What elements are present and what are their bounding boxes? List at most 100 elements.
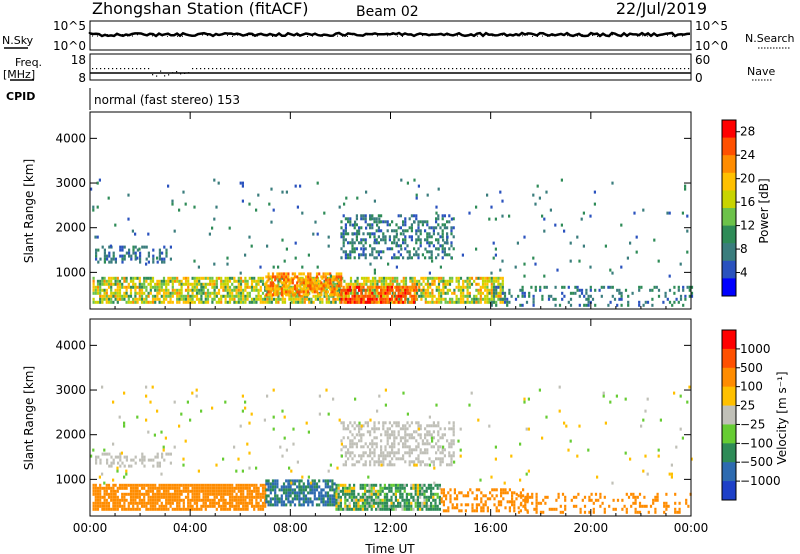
data-cell bbox=[239, 424, 242, 428]
data-cell bbox=[408, 300, 411, 304]
data-cell bbox=[394, 489, 397, 493]
data-cell bbox=[162, 483, 166, 487]
data-cell bbox=[276, 500, 279, 504]
data-cell bbox=[481, 297, 485, 301]
data-cell bbox=[523, 400, 526, 404]
data-cell bbox=[451, 506, 454, 510]
data-cell bbox=[301, 265, 304, 269]
data-cell bbox=[319, 291, 322, 295]
colorbar-segment bbox=[722, 330, 736, 350]
data-cell bbox=[325, 297, 328, 301]
data-cell bbox=[204, 276, 207, 280]
noise-search-dot bbox=[247, 35, 248, 37]
data-cell bbox=[486, 285, 489, 289]
data-cell bbox=[380, 276, 383, 280]
data-cell bbox=[193, 483, 196, 487]
data-cell bbox=[312, 276, 315, 280]
data-cell bbox=[163, 245, 166, 249]
data-cell bbox=[486, 291, 489, 295]
data-cell bbox=[128, 251, 131, 255]
data-cell bbox=[134, 461, 137, 465]
data-cell bbox=[353, 442, 356, 446]
data-cell bbox=[291, 479, 294, 483]
data-cell bbox=[269, 488, 272, 492]
data-cell bbox=[364, 294, 367, 298]
data-cell bbox=[290, 294, 293, 298]
data-cell bbox=[138, 501, 141, 505]
colorbar-tick-label: −25 bbox=[740, 417, 765, 431]
data-cell bbox=[95, 251, 98, 255]
data-cell bbox=[492, 285, 496, 289]
data-cell bbox=[315, 272, 319, 276]
data-cell bbox=[226, 276, 229, 280]
data-cell bbox=[387, 282, 390, 286]
data-cell bbox=[325, 388, 328, 392]
data-cell bbox=[360, 247, 363, 251]
data-cell bbox=[366, 430, 369, 434]
data-cell bbox=[455, 294, 458, 298]
data-cell bbox=[119, 254, 122, 258]
data-cell bbox=[154, 504, 157, 508]
data-cell bbox=[114, 507, 117, 511]
data-cell bbox=[443, 223, 446, 227]
data-cell bbox=[353, 297, 356, 301]
data-cell bbox=[224, 483, 227, 487]
data-cell bbox=[362, 433, 365, 437]
data-cell bbox=[488, 291, 491, 295]
data-cell bbox=[145, 288, 148, 292]
data-cell bbox=[609, 285, 612, 289]
data-cell bbox=[307, 253, 310, 257]
data-cell bbox=[541, 294, 544, 298]
data-cell bbox=[337, 284, 341, 288]
data-cell bbox=[156, 492, 159, 496]
data-cell bbox=[376, 291, 379, 295]
data-cell bbox=[381, 498, 384, 502]
data-cell bbox=[156, 498, 159, 502]
data-cell bbox=[452, 451, 455, 455]
data-cell bbox=[151, 507, 155, 511]
data-cell bbox=[439, 436, 442, 440]
data-cell bbox=[257, 193, 260, 197]
data-cell bbox=[322, 272, 325, 276]
data-cell bbox=[255, 466, 258, 470]
data-cell bbox=[364, 220, 367, 224]
noise-search-dot bbox=[152, 35, 153, 37]
data-cell bbox=[563, 421, 566, 425]
data-cell bbox=[422, 279, 425, 283]
data-cell bbox=[120, 451, 123, 455]
data-cell bbox=[358, 427, 361, 431]
data-cell bbox=[564, 495, 567, 499]
data-cell bbox=[105, 489, 108, 493]
data-cell bbox=[178, 300, 181, 304]
data-cell bbox=[523, 294, 526, 298]
data-cell bbox=[176, 300, 179, 304]
data-cell bbox=[342, 288, 345, 292]
data-cell bbox=[384, 445, 387, 449]
data-cell bbox=[187, 483, 190, 487]
data-cell bbox=[140, 504, 144, 508]
noise-search-dot bbox=[362, 35, 363, 37]
data-cell bbox=[333, 293, 336, 297]
data-cell bbox=[531, 501, 534, 505]
data-cell bbox=[393, 285, 397, 289]
data-cell bbox=[128, 248, 131, 252]
data-cell bbox=[173, 276, 177, 280]
data-cell bbox=[134, 291, 137, 295]
noise-search-dot bbox=[517, 35, 518, 37]
nave-dot bbox=[464, 68, 466, 70]
data-cell bbox=[348, 483, 351, 487]
data-cell bbox=[288, 297, 291, 301]
data-cell bbox=[189, 501, 192, 505]
data-cell bbox=[458, 491, 461, 495]
data-cell bbox=[264, 495, 267, 499]
data-cell bbox=[129, 498, 133, 502]
data-cell bbox=[682, 285, 685, 289]
data-cell bbox=[413, 297, 416, 301]
data-cell bbox=[355, 214, 358, 218]
data-cell bbox=[280, 485, 283, 489]
data-cell bbox=[228, 294, 232, 298]
data-cell bbox=[375, 300, 378, 304]
data-cell bbox=[422, 276, 425, 280]
data-cell bbox=[399, 486, 402, 490]
data-cell bbox=[384, 288, 387, 292]
